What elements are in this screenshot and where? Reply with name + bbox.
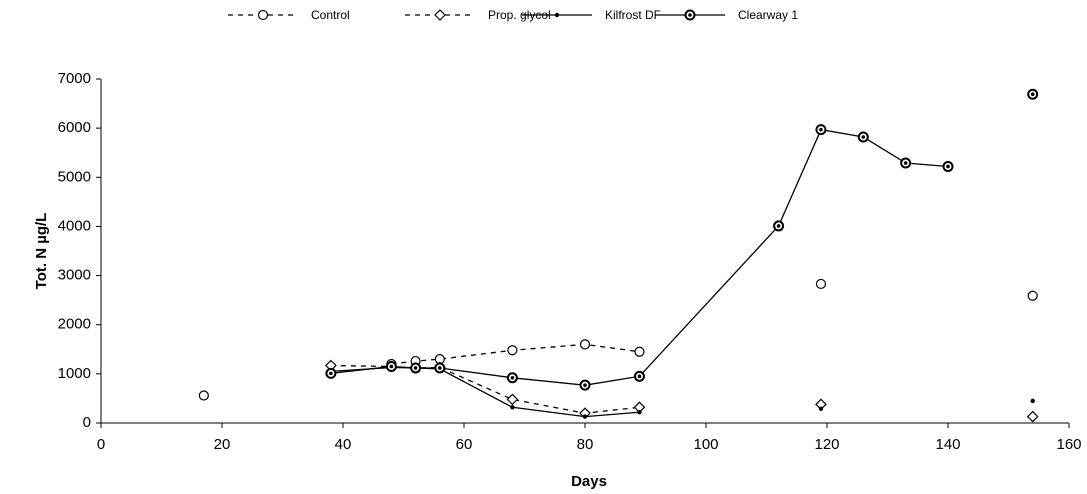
marker-core — [776, 224, 781, 228]
x-tick-label: 120 — [814, 436, 839, 453]
legend-marker — [434, 9, 446, 21]
y-axis-label: Tot. N µg/L — [33, 213, 50, 290]
marker — [579, 379, 591, 391]
y-tick-label: 3000 — [58, 267, 91, 284]
y-tick-label: 5000 — [58, 168, 91, 185]
x-tick-label: 20 — [214, 436, 231, 453]
marker — [198, 390, 209, 401]
marker-core — [583, 383, 587, 387]
marker — [410, 362, 422, 374]
marker — [582, 414, 588, 419]
legend-marker — [684, 9, 696, 21]
marker-core — [903, 161, 908, 165]
marker — [1027, 290, 1038, 301]
marker — [773, 220, 785, 232]
marker-core — [438, 366, 442, 370]
series-line — [391, 296, 1032, 364]
x-tick-label: 140 — [935, 436, 960, 453]
legend-label: Clearway 1 — [738, 8, 798, 22]
marker — [506, 372, 518, 384]
marker-core — [1030, 92, 1035, 97]
x-tick-label: 100 — [693, 436, 718, 453]
series-line — [331, 368, 1033, 417]
y-tick-label: 7000 — [58, 70, 91, 87]
y-tick-label: 2000 — [58, 316, 91, 333]
x-tick-label: 0 — [97, 436, 105, 453]
x-tick-label: 40 — [335, 436, 352, 453]
marker — [1030, 398, 1035, 404]
marker-core — [861, 135, 866, 139]
marker — [857, 131, 869, 143]
marker — [1026, 410, 1039, 423]
marker-core — [389, 364, 394, 369]
marker — [633, 370, 645, 382]
x-tick-label: 160 — [1056, 436, 1081, 453]
x-axis-label: Days — [571, 473, 607, 490]
marker — [506, 393, 519, 406]
marker — [637, 409, 642, 415]
marker-core — [946, 164, 950, 169]
series-line — [331, 366, 1033, 417]
legend-label: Control — [311, 8, 350, 22]
series-line — [331, 94, 1033, 385]
legend-marker — [554, 12, 560, 18]
y-tick-label: 6000 — [58, 119, 91, 136]
marker-core — [329, 371, 333, 376]
marker — [434, 362, 446, 374]
legend-marker — [257, 9, 269, 21]
marker — [815, 278, 827, 290]
marker — [818, 406, 824, 411]
marker — [942, 160, 954, 172]
marker — [510, 405, 515, 410]
y-tick-label: 0 — [83, 414, 91, 431]
marker — [325, 367, 337, 379]
marker-core — [637, 374, 642, 379]
marker — [1027, 88, 1039, 100]
y-tick-label: 4000 — [58, 217, 91, 234]
marker — [900, 157, 912, 169]
marker-core — [510, 375, 515, 380]
marker — [634, 346, 645, 357]
marker — [385, 360, 397, 372]
legend-label: Kilfrost DF — [605, 8, 661, 22]
marker-core — [819, 127, 823, 132]
marker-core — [413, 366, 418, 370]
marker — [579, 339, 591, 350]
y-tick-label: 1000 — [58, 365, 91, 382]
legend-label: Prop. glycol — [488, 8, 551, 22]
marker-core — [688, 13, 692, 17]
x-tick-label: 60 — [456, 436, 473, 453]
x-tick-label: 80 — [577, 436, 594, 453]
marker — [815, 124, 827, 136]
marker — [507, 345, 518, 356]
